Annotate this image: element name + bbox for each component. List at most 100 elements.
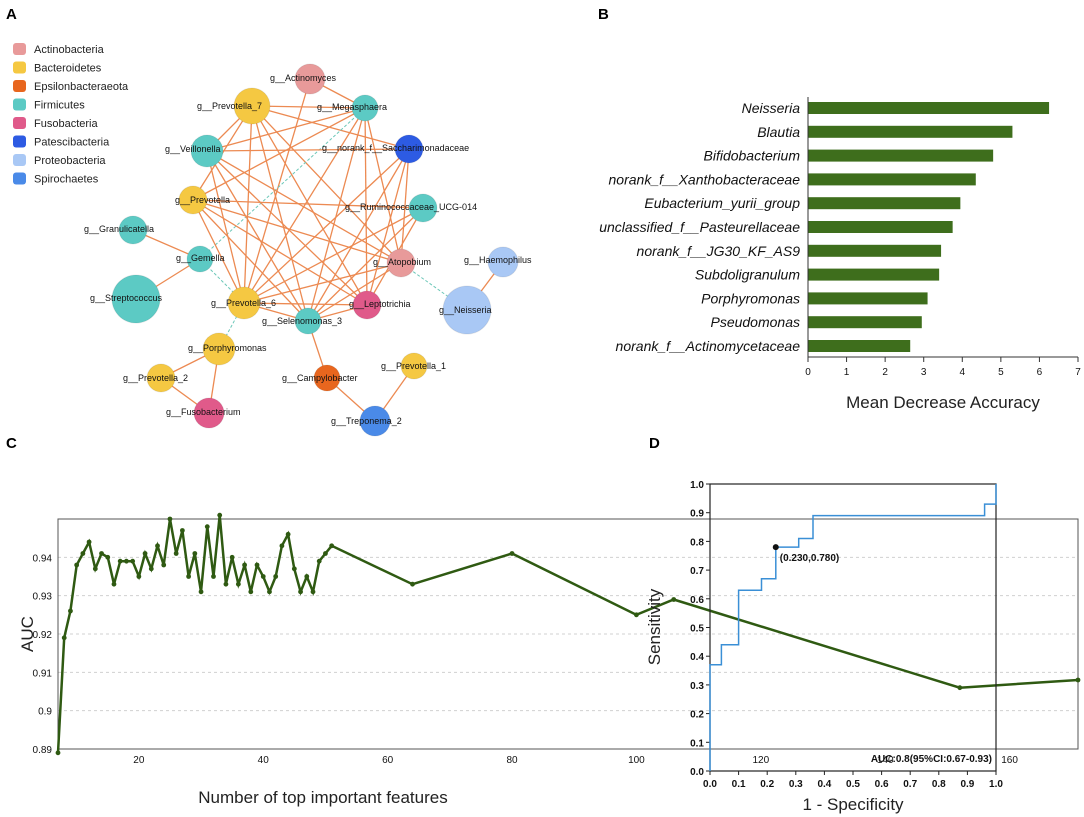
legend-swatch — [13, 61, 26, 74]
bar-x-ticks: 0 1 2 3 4 5 6 7 — [805, 357, 1081, 378]
network-edge-positive — [192, 199, 424, 209]
network-node-label: g__Prevotella_1 — [381, 361, 446, 371]
auc-point — [99, 551, 104, 556]
auc-x-tick-label: 60 — [382, 755, 394, 766]
legend-entry: Actinobacteria — [34, 44, 105, 56]
importance-bar-chart: Neisseria Blautia Bifidobacterium norank_f_… — [599, 97, 1081, 412]
network-edge-positive — [307, 148, 410, 322]
roc-y-tick-label: 0.7 — [690, 566, 704, 577]
roc-y-tick-label: 0.2 — [690, 710, 704, 721]
network-edge-positive — [243, 148, 410, 304]
bar-category-label: Pseudomonas — [710, 314, 800, 330]
legend-swatch — [13, 135, 26, 148]
roc-y-tick-label: 0.3 — [690, 681, 704, 692]
network-edge-positive — [192, 107, 366, 201]
roc-y-tick-label: 0.5 — [690, 624, 704, 635]
auc-point — [267, 589, 272, 595]
auc-y-ticks: 0.89 0.9 0.91 0.92 0.93 0.94 — [33, 553, 53, 756]
network-node-label: g__Prevotella_6 — [211, 298, 276, 308]
network-edge-positive — [251, 105, 402, 264]
bar-category-label: Eubacterium_yurii_group — [644, 195, 800, 211]
network-node — [400, 352, 428, 380]
roc-x-tick-label: 0.4 — [817, 779, 831, 790]
bar-category-label: Blautia — [757, 124, 800, 140]
auc-x-tick-label: 40 — [258, 755, 270, 766]
auc-point — [248, 589, 254, 595]
network-node — [202, 332, 236, 366]
network-edge-positive — [206, 148, 410, 152]
roc-x-tick-label: 0.7 — [903, 779, 917, 790]
legend-entry: Epsilonbacteraeota — [34, 81, 129, 93]
auc-point — [55, 750, 61, 756]
auc-y-tick-label: 0.91 — [33, 668, 53, 679]
bar-x-tick-label: 0 — [805, 367, 811, 378]
bar-category-label: Bifidobacterium — [704, 148, 801, 164]
auc-point — [155, 543, 160, 549]
roc-auc-label: AUC:0.8(95%CI:0.67-0.93) — [871, 754, 992, 765]
legend-swatch — [13, 43, 26, 55]
legend-entry: Patescibacteria — [34, 137, 110, 149]
bar-marks — [808, 102, 1050, 352]
auc-point — [304, 574, 310, 579]
network-node — [386, 248, 416, 278]
network-node-label: g__Ruminococcaceae_UCG-014 — [345, 202, 477, 212]
bar — [808, 149, 994, 162]
roc-y-tick-label: 1.0 — [690, 480, 704, 491]
network-node — [111, 274, 161, 324]
network-edge-positive — [243, 207, 424, 304]
bar — [808, 197, 961, 210]
bar — [808, 125, 1013, 138]
roc-y-tick-label: 0.0 — [690, 767, 704, 778]
roc-y-tick-label: 0.6 — [690, 595, 704, 606]
network-panel: Actinobacteria Bacteroidetes Epsilonbacter… — [13, 43, 532, 437]
network-node — [294, 307, 322, 335]
auc-point — [229, 554, 235, 560]
network-node-label: g__Treponema_2 — [331, 416, 402, 426]
auc-point — [279, 543, 285, 549]
network-node-label: g__Leptotrichia — [349, 299, 411, 309]
bar-x-tick-label: 2 — [882, 367, 888, 378]
network-edge-positive — [206, 150, 245, 304]
roc-y-ticks: 0.0 0.1 0.2 0.3 0.4 0.5 0.6 0.7 0.8 0.9 1.0 — [690, 480, 710, 778]
auc-point — [92, 566, 98, 572]
network-node-label: g__Actinomyces — [270, 73, 337, 83]
auc-x-tick-label: 80 — [506, 755, 518, 766]
network-node-label: g__Granulicatella — [84, 224, 154, 234]
bar-x-tick-label: 6 — [1037, 367, 1043, 378]
auc-x-axis-title: Number of top important features — [198, 788, 447, 807]
roc-x-tick-label: 0.0 — [703, 779, 717, 790]
bar-category-label: unclassified_f__Pasteurellaceae — [599, 219, 800, 235]
network-node-label: g__Fusobacterium — [166, 407, 241, 417]
bar-x-tick-label: 3 — [921, 367, 927, 378]
network-node-label: g__Haemophilus — [464, 255, 532, 265]
network-node — [190, 134, 224, 168]
bar — [808, 292, 928, 305]
roc-x-tick-label: 1.0 — [989, 779, 1003, 790]
auc-point — [323, 551, 328, 556]
legend-swatch — [13, 98, 26, 111]
roc-y-axis-title: Sensitivity — [645, 588, 664, 665]
auc-x-tick-label: 120 — [752, 755, 769, 766]
network-edge-positive — [251, 105, 368, 306]
bar — [808, 316, 922, 329]
auc-point — [254, 562, 260, 568]
auc-point — [124, 558, 129, 564]
bar-x-tick-label: 4 — [960, 367, 966, 378]
auc-point — [211, 574, 216, 579]
network-node-label: g__Campylobacter — [282, 373, 358, 383]
bar — [808, 268, 940, 281]
auc-point — [285, 531, 291, 537]
auc-point — [671, 597, 677, 602]
auc-point — [260, 574, 266, 579]
network-edge-positive — [307, 262, 402, 322]
auc-y-tick-label: 0.9 — [38, 707, 52, 718]
roc-cutoff-label: (0.230,0.780) — [780, 553, 840, 564]
auc-point — [204, 524, 210, 530]
auc-x-tick-label: 20 — [133, 755, 145, 766]
auc-point — [111, 581, 117, 587]
bar — [808, 244, 942, 257]
roc-x-tick-label: 0.6 — [875, 779, 889, 790]
network-node-label: g__Prevotella_2 — [123, 373, 188, 383]
panel-a-letter: A — [6, 6, 17, 23]
auc-point — [61, 635, 67, 641]
